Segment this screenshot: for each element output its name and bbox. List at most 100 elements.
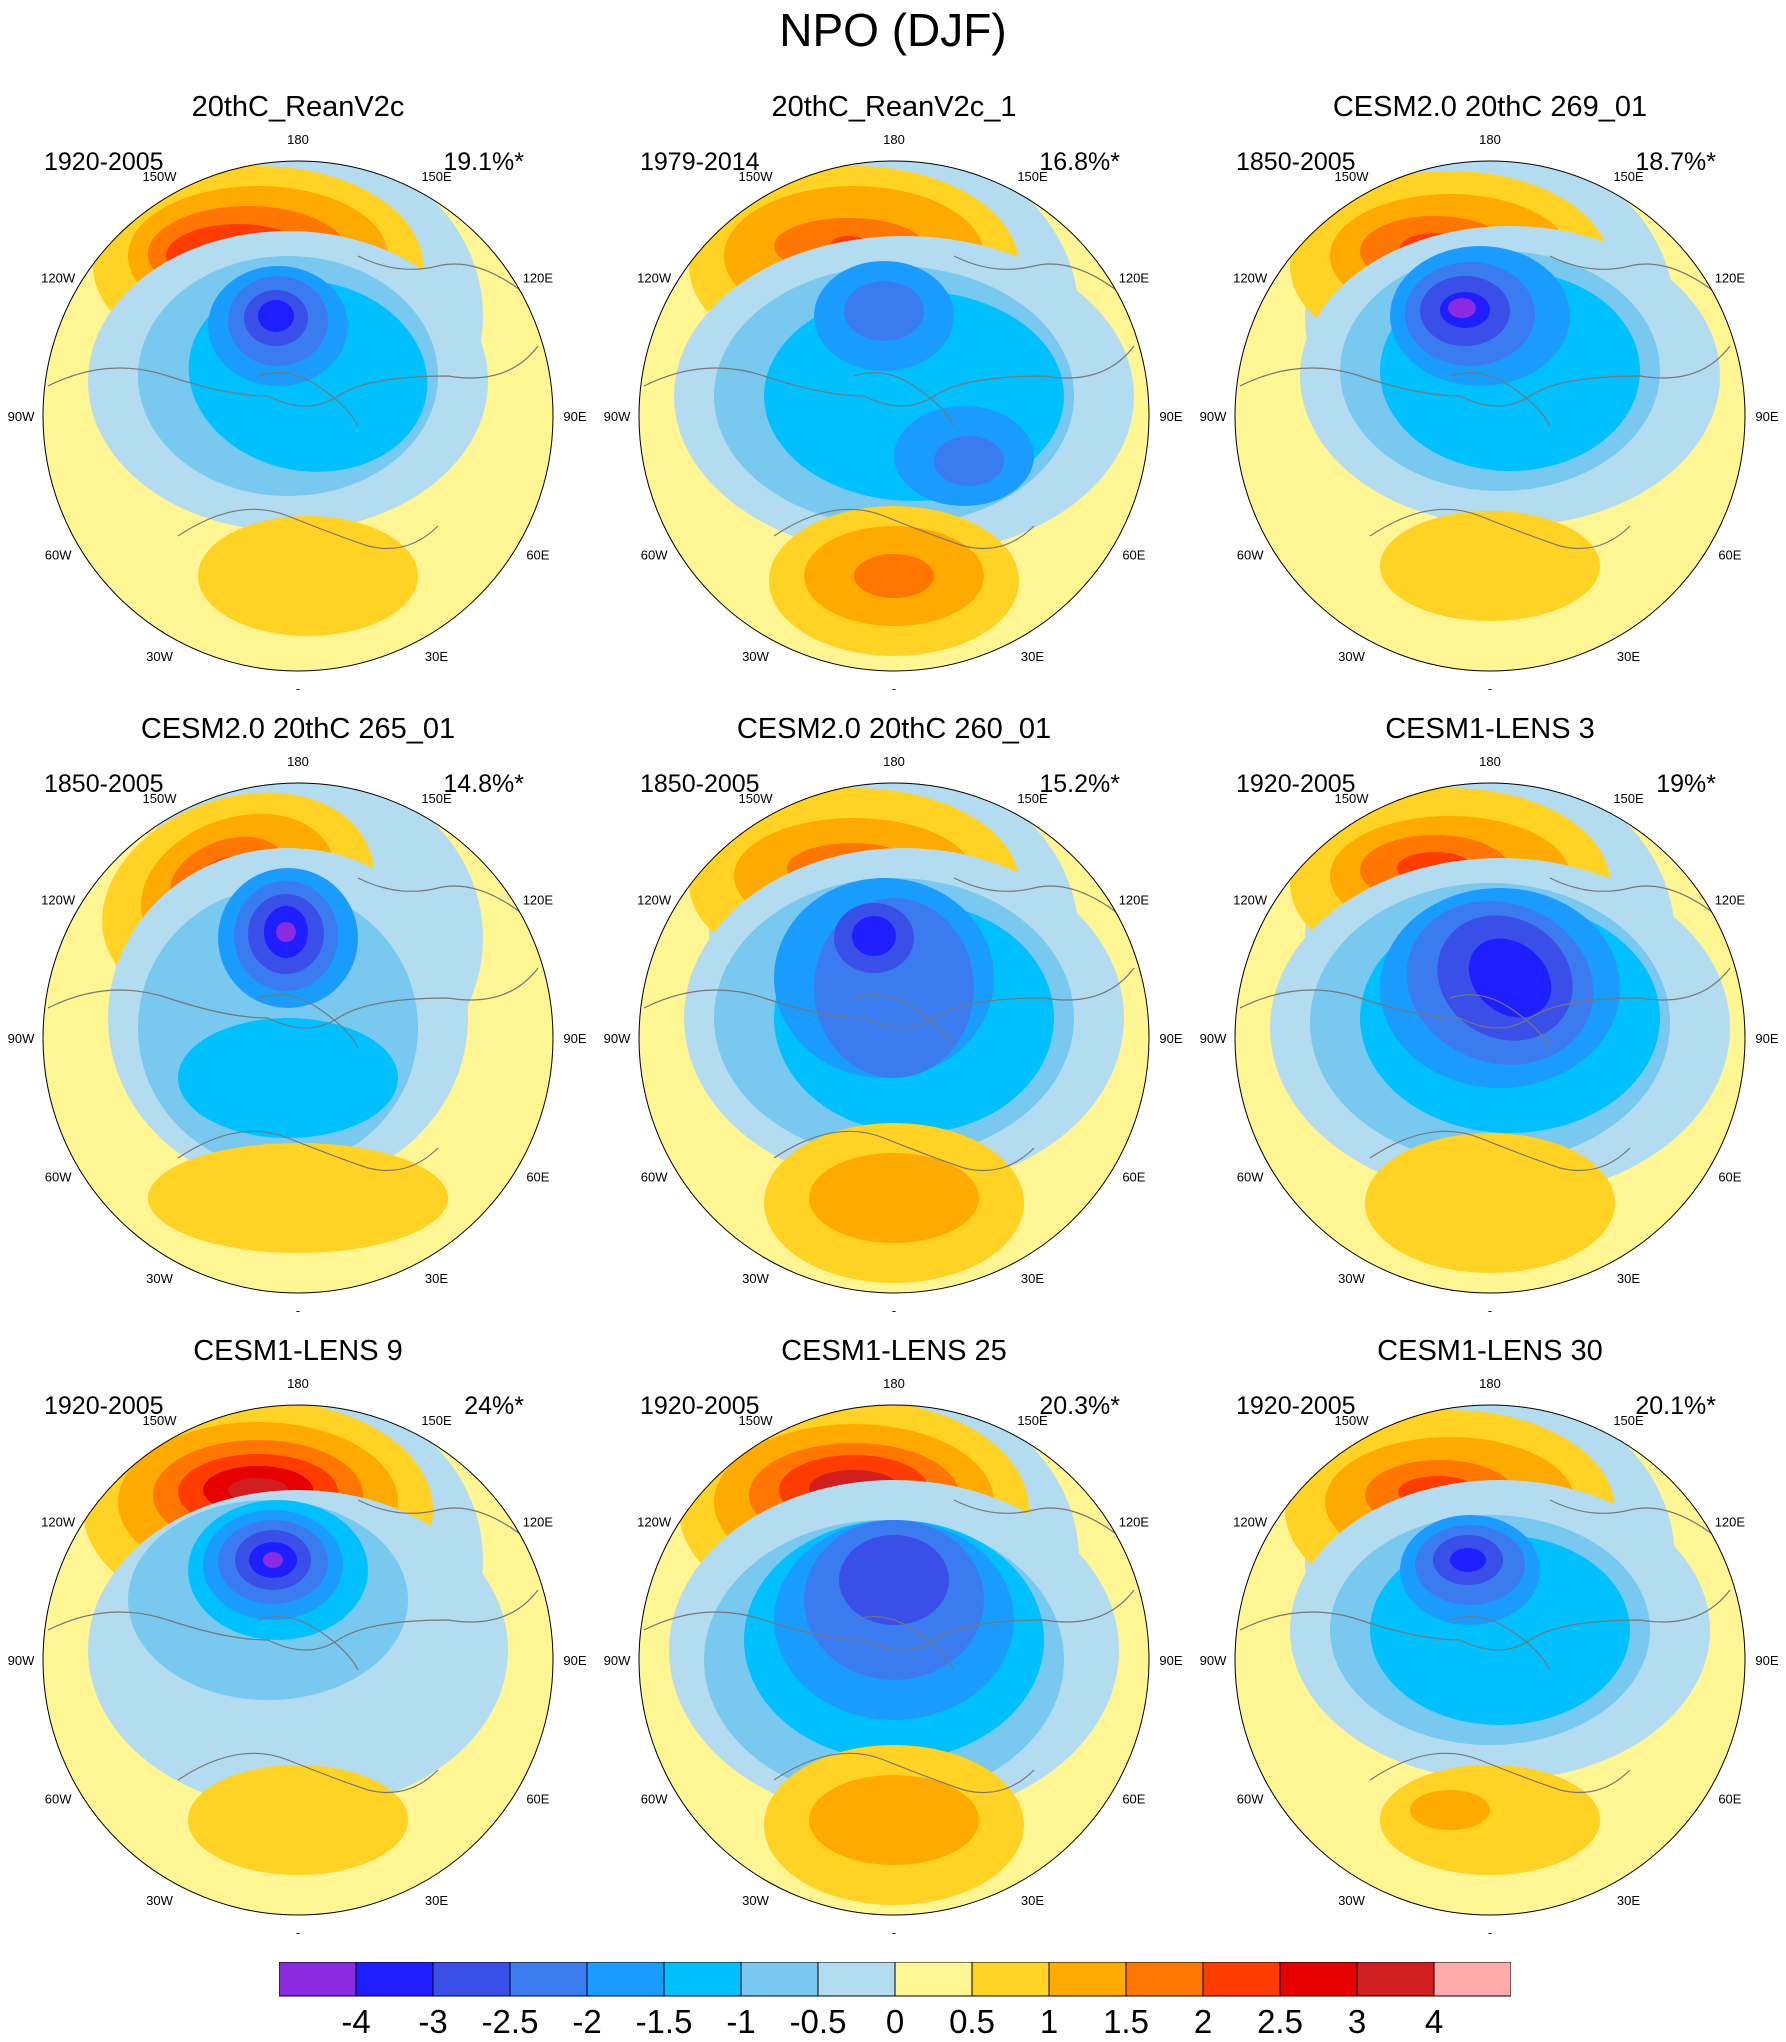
variance-label: 24%* xyxy=(464,1392,524,1420)
longitude-label: 0 xyxy=(1486,1308,1493,1312)
period-label: 1920-2005 xyxy=(640,1392,760,1420)
period-label: 1920-2005 xyxy=(1236,1392,1356,1420)
colorbar-tick-label: -3 xyxy=(418,2003,448,2040)
variance-label: 19%* xyxy=(1656,770,1716,798)
longitude-label: 60W xyxy=(45,548,72,563)
longitude-label: 150E xyxy=(1017,169,1048,184)
map-panel: 180 150E 120E 90E 60E 30E 0 30W 60W 90W 120W 150W CE… xyxy=(596,622,1192,1312)
longitude-label: 120E xyxy=(523,271,554,286)
colorbar-swatch xyxy=(1356,1962,1435,1997)
longitude-label: 180 xyxy=(883,1376,905,1391)
longitude-label: 90W xyxy=(8,1031,35,1046)
colorbar-tick-label: 1.5 xyxy=(1103,2003,1149,2040)
longitude-label: 150E xyxy=(1613,169,1644,184)
map-panel: 180 150E 120E 90E 60E 30E 0 30W 60W 90W 120W 150W CE… xyxy=(596,1244,1192,1934)
colorbar xyxy=(279,1962,1511,1997)
coastline xyxy=(1239,1499,1731,1794)
panel-title: CESM1-LENS 3 xyxy=(1385,713,1595,745)
colorbar-tick-label: -1.5 xyxy=(635,2003,693,2040)
contour-region xyxy=(809,1775,979,1865)
colorbar-tick-label: 2.5 xyxy=(1257,2003,1303,2040)
colorbar-swatch xyxy=(740,1962,819,1997)
colorbar-tick-label: -1 xyxy=(726,2003,756,2040)
panel-title: CESM1-LENS 25 xyxy=(781,1335,1007,1367)
longitude-label: 90E xyxy=(1755,409,1778,424)
figure-title: NPO (DJF) xyxy=(779,4,1007,56)
panel-title: CESM2.0 20thC 265_01 xyxy=(140,713,456,745)
colorbar-swatch xyxy=(586,1962,665,1997)
longitude-label: 30E xyxy=(425,1893,448,1908)
colorbar-tick-label: -2 xyxy=(572,2003,602,2040)
polar-map: 180 150E 120E 90E 60E 30E 0 30W 60W 90W 120W 150W xyxy=(8,754,587,1312)
variance-label: 15.2%* xyxy=(1039,770,1120,798)
map-panel: 180 150E 120E 90E 60E 30E 0 30W 60W 90W 120W 150W 20… xyxy=(0,0,596,690)
longitude-label: 150E xyxy=(421,791,452,806)
coastline xyxy=(643,877,1135,1172)
variance-label: 14.8%* xyxy=(443,770,524,798)
longitude-label: 180 xyxy=(883,754,905,769)
coastline xyxy=(47,877,539,1172)
colorbar-tick-label: 2 xyxy=(1193,2003,1213,2040)
contour-region xyxy=(844,281,924,341)
longitude-label: 150W xyxy=(1335,169,1370,184)
longitude-label: 90W xyxy=(1200,1031,1227,1046)
longitude-label: 60W xyxy=(1237,1792,1264,1807)
map-panel: 180 150E 120E 90E 60E 30E 0 30W 60W 90W 120W 150W CE… xyxy=(1192,622,1786,1312)
contour-region xyxy=(1380,511,1600,621)
colorbar-swatch xyxy=(1202,1962,1281,1997)
longitude-label: 180 xyxy=(1479,132,1501,147)
longitude-label: 90E xyxy=(1159,409,1182,424)
longitude-label: 120E xyxy=(523,893,554,908)
longitude-label: 150W xyxy=(143,1413,178,1428)
longitude-label: 30W xyxy=(1338,1271,1365,1286)
longitude-label: 180 xyxy=(287,1376,309,1391)
polar-map: 180 150E 120E 90E 60E 30E 0 30W 60W 90W 120W 150W xyxy=(8,1376,587,1934)
longitude-label: 30W xyxy=(146,1271,173,1286)
longitude-label: 120W xyxy=(1233,893,1268,908)
colorbar-tick-label: 1 xyxy=(1039,2003,1059,2040)
longitude-label: 180 xyxy=(1479,1376,1501,1391)
coastline xyxy=(47,255,539,550)
longitude-label: 150E xyxy=(1017,1413,1048,1428)
map-border xyxy=(638,1404,1150,1916)
colorbar-tick-label: 3 xyxy=(1347,2003,1367,2040)
longitude-label: 60E xyxy=(526,1792,549,1807)
panel-title: 20thC_ReanV2c xyxy=(191,91,405,123)
longitude-label: 30E xyxy=(1021,1893,1044,1908)
longitude-label: 90W xyxy=(8,1653,35,1668)
longitude-label: 150W xyxy=(739,1413,774,1428)
longitude-label: 90E xyxy=(1159,1031,1182,1046)
longitude-label: 90E xyxy=(563,409,586,424)
longitude-label: 30W xyxy=(1338,649,1365,664)
contour-region xyxy=(178,1018,398,1138)
longitude-label: 30E xyxy=(1617,649,1640,664)
colorbar-tick-label: 0.5 xyxy=(949,2003,995,2040)
longitude-label: 150W xyxy=(143,169,178,184)
colorbar-tick-label: -0.5 xyxy=(789,2003,847,2040)
map-border xyxy=(1234,1404,1746,1916)
longitude-label: 90W xyxy=(604,1653,631,1668)
longitude-label: 30W xyxy=(1338,1893,1365,1908)
colorbar-tick-label: -2.5 xyxy=(481,2003,539,2040)
contour-region xyxy=(839,1535,949,1625)
longitude-label: 0 xyxy=(1486,1930,1493,1934)
longitude-label: 120E xyxy=(523,1515,554,1530)
map-panel: 180 150E 120E 90E 60E 30E 0 30W 60W 90W 120W 150W CE… xyxy=(0,1244,596,1934)
longitude-label: 150W xyxy=(143,791,178,806)
longitude-label: 90E xyxy=(1755,1653,1778,1668)
longitude-label: 30E xyxy=(1021,649,1044,664)
map-border xyxy=(42,160,554,672)
longitude-label: 90W xyxy=(8,409,35,424)
contour-region xyxy=(148,1143,448,1253)
panel-title: 20thC_ReanV2c_1 xyxy=(771,91,1017,123)
coastline xyxy=(1239,877,1731,1172)
longitude-label: 180 xyxy=(1479,754,1501,769)
longitude-label: 120E xyxy=(1715,1515,1746,1530)
longitude-label: 60E xyxy=(526,1170,549,1185)
period-label: 1850-2005 xyxy=(640,770,760,798)
longitude-label: 60W xyxy=(45,1170,72,1185)
map-panel: 180 150E 120E 90E 60E 30E 0 30W 60W 90W 120W 150W CE… xyxy=(1192,0,1786,690)
period-label: 1850-2005 xyxy=(1236,148,1356,176)
map-panel: 180 150E 120E 90E 60E 30E 0 30W 60W 90W 120W 150W 20… xyxy=(596,0,1192,690)
contour-region xyxy=(852,916,896,956)
